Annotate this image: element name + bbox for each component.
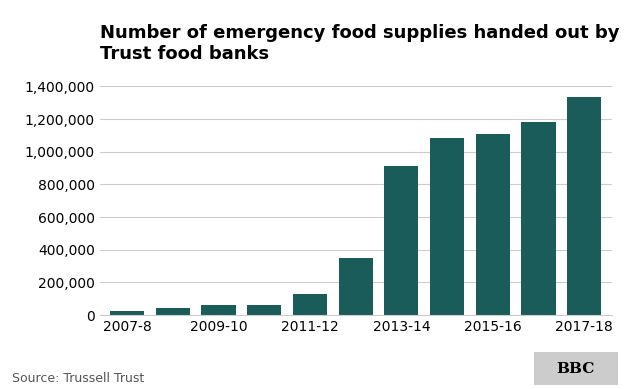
Bar bbox=[202, 305, 236, 315]
Bar bbox=[567, 97, 602, 315]
Bar bbox=[521, 122, 555, 315]
Bar bbox=[247, 305, 281, 315]
Bar bbox=[475, 134, 510, 315]
Bar bbox=[339, 258, 373, 315]
Bar bbox=[110, 311, 144, 315]
Text: BBC: BBC bbox=[557, 362, 595, 375]
Bar bbox=[430, 138, 464, 315]
Text: Number of emergency food supplies handed out by Trussell
Trust food banks: Number of emergency food supplies handed… bbox=[100, 24, 624, 63]
Bar bbox=[293, 294, 327, 315]
Text: Source: Trussell Trust: Source: Trussell Trust bbox=[12, 372, 145, 385]
Bar bbox=[384, 166, 419, 315]
Bar bbox=[156, 308, 190, 315]
